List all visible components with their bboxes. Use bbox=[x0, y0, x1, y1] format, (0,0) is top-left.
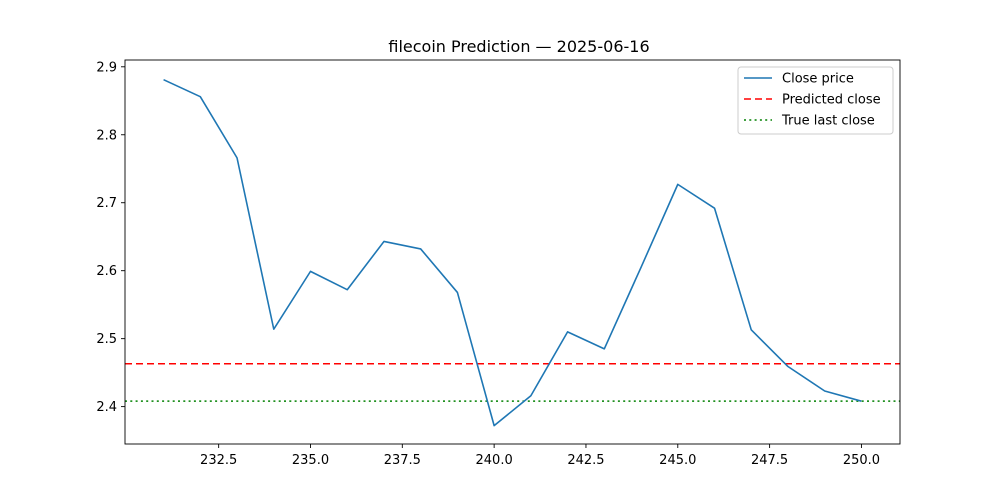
y-tick-label: 2.8 bbox=[96, 128, 117, 143]
x-tick-label: 232.5 bbox=[200, 453, 237, 468]
axes: 232.5 235.0 237.5 240.0 242.5 245.0 247.5 250.0… bbox=[96, 59, 901, 468]
x-tick-label: 250.0 bbox=[843, 453, 880, 468]
y-tick-label: 2.9 bbox=[96, 60, 117, 75]
legend-label-0: Close price bbox=[782, 72, 854, 87]
x-tick-label: 247.5 bbox=[751, 453, 788, 468]
series-line-0 bbox=[163, 78, 862, 427]
legend-box bbox=[737, 66, 894, 135]
x-tick-label: 237.5 bbox=[384, 453, 421, 468]
x-tick-label: 245.0 bbox=[659, 453, 696, 468]
legend: Close price Predicted close True last clos… bbox=[737, 66, 894, 135]
x-tick-label: 242.5 bbox=[567, 453, 604, 468]
chart-title: filecoin Prediction — 2025-06-16 bbox=[388, 37, 649, 56]
y-tick-label: 2.6 bbox=[96, 264, 117, 279]
plot-area bbox=[125, 78, 900, 427]
y-tick-label: 2.4 bbox=[96, 400, 117, 415]
x-tick-label: 235.0 bbox=[292, 453, 329, 468]
y-tick-label: 2.5 bbox=[96, 332, 117, 347]
legend-label-2: True last close bbox=[781, 114, 875, 129]
x-tick-label: 240.0 bbox=[476, 453, 513, 468]
axes-frame bbox=[124, 59, 901, 445]
legend-label-1: Predicted close bbox=[782, 93, 881, 108]
y-tick-label: 2.7 bbox=[96, 196, 117, 211]
